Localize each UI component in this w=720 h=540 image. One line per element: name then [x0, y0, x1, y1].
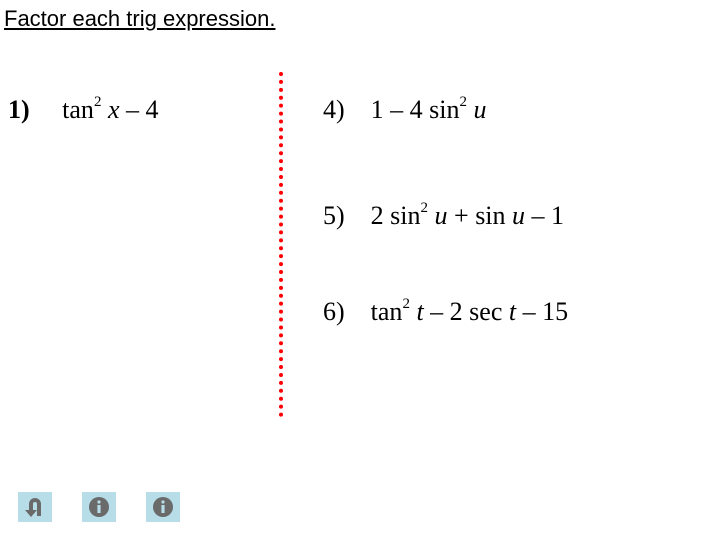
p1-op: – [119, 95, 145, 124]
back-button[interactable] [18, 492, 52, 522]
vertical-divider [279, 72, 283, 417]
p6-mid: t [410, 297, 424, 326]
p6-op1: – [424, 297, 450, 326]
p4-mid: 4 sin [410, 95, 460, 124]
page-title: Factor each trig expression. [4, 6, 275, 32]
u-turn-icon [22, 496, 48, 518]
problem-5-number: 5) [323, 201, 345, 230]
p4-end: u [467, 95, 487, 124]
p4-op1: – [384, 95, 410, 124]
problem-1-number: 1) [8, 95, 30, 124]
info-icon [88, 496, 110, 518]
info-icon [152, 496, 174, 518]
p6-sup: 2 [402, 296, 410, 312]
problem-6-number: 6) [323, 297, 345, 326]
problem-6: 6) tan2 t – 2 sec t – 15 [323, 297, 568, 327]
info-button-1[interactable] [82, 492, 116, 522]
p5-mid2: sin u [475, 201, 525, 230]
p4-sup: 2 [460, 94, 468, 110]
p4-pre: 1 [371, 95, 384, 124]
p1-end: 4 [145, 95, 158, 124]
p6-op2: – [516, 297, 542, 326]
p5-op1: + [448, 201, 476, 230]
info-button-2[interactable] [146, 492, 180, 522]
problem-4-number: 4) [323, 95, 345, 124]
p6-end: 15 [542, 297, 568, 326]
p5-sup: 2 [421, 200, 429, 216]
p6-pre: tan [371, 297, 403, 326]
p6-mid2: 2 sec t [450, 297, 516, 326]
icon-row [18, 492, 180, 522]
problem-1: 1) tan2 x – 4 [8, 95, 158, 125]
p1-var: x [101, 95, 119, 124]
p1-sup: 2 [94, 94, 102, 110]
p5-mid: u [428, 201, 448, 230]
p5-pre: 2 sin [371, 201, 421, 230]
p1-pre: tan [62, 95, 94, 124]
problem-5: 5) 2 sin2 u + sin u – 1 [323, 201, 564, 231]
problem-4: 4) 1 – 4 sin2 u [323, 95, 487, 125]
p5-op2: – [525, 201, 551, 230]
p5-end: 1 [551, 201, 564, 230]
